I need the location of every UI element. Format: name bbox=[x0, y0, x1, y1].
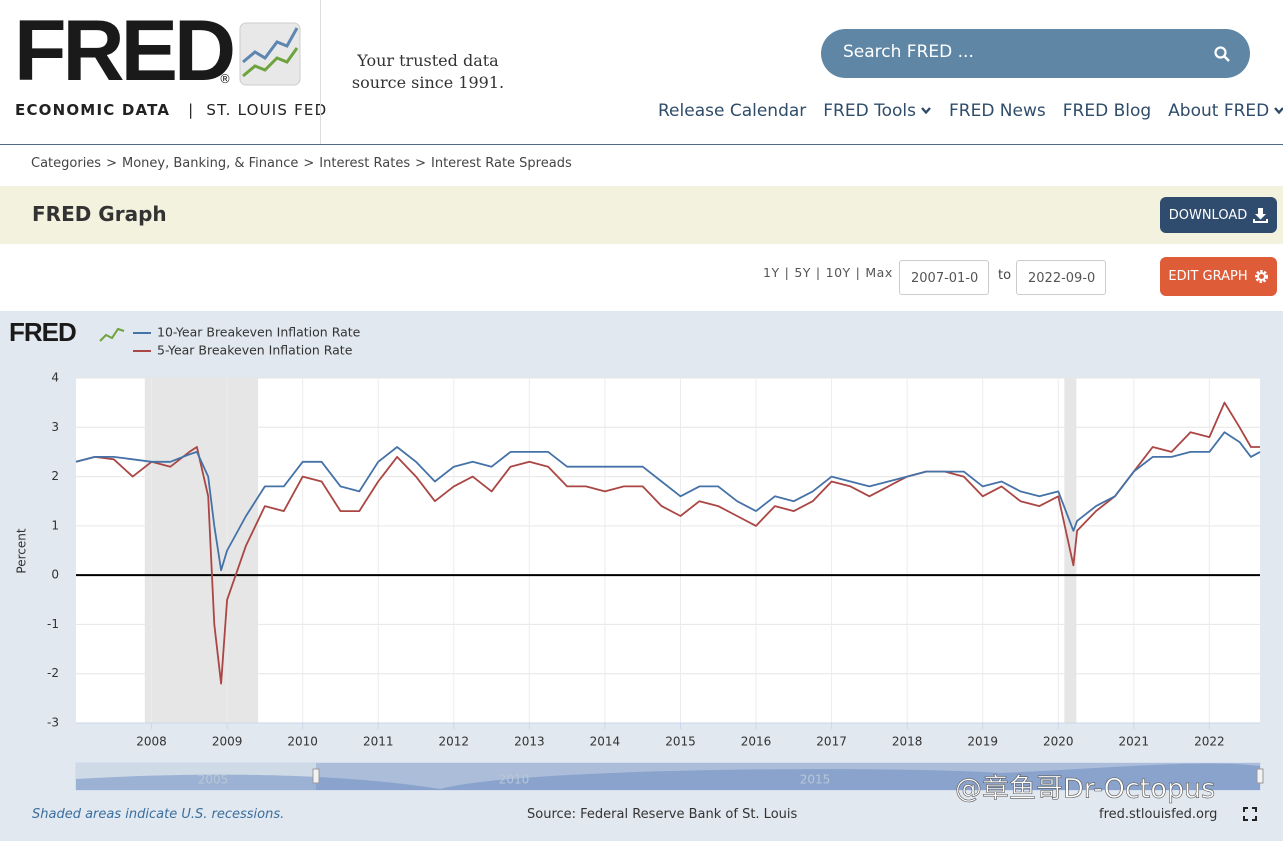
y-tick-label: 4 bbox=[51, 371, 59, 385]
breadcrumb: Categories > Money, Banking, & Finance > Int… bbox=[31, 156, 572, 171]
nav-label: About FRED bbox=[1168, 101, 1270, 121]
plot-background bbox=[76, 378, 1260, 723]
nav-label: FRED Blog bbox=[1062, 101, 1152, 121]
navigator-selection bbox=[316, 763, 1260, 790]
source: Source: Federal Reserve Bank of St. Loui… bbox=[527, 807, 798, 822]
search-placeholder: Search FRED ... bbox=[843, 42, 974, 62]
line-series bbox=[75, 401, 1260, 685]
navigator-label: 2010 bbox=[499, 773, 530, 787]
breadcrumb-item[interactable]: Interest Rates bbox=[319, 156, 411, 171]
download-button[interactable]: DOWNLOAD bbox=[1160, 197, 1277, 233]
divider bbox=[320, 0, 321, 144]
graph-title: FRED Graph bbox=[32, 202, 167, 226]
breadcrumb-item[interactable]: Categories bbox=[31, 156, 102, 171]
download-icon bbox=[1253, 207, 1269, 223]
title-bar bbox=[0, 186, 1283, 244]
header-border bbox=[0, 144, 1283, 145]
x-tick-label: 2022 bbox=[1194, 735, 1225, 749]
site-link[interactable]: fred.stlouisfed.org bbox=[1099, 807, 1218, 822]
breadcrumb-separator: > bbox=[106, 156, 117, 171]
range-separator: | bbox=[855, 265, 861, 280]
x-tick-label: 2021 bbox=[1119, 735, 1150, 749]
x-tick-label: 2008 bbox=[136, 735, 167, 749]
breadcrumb-separator: > bbox=[415, 156, 426, 171]
nav-item[interactable]: FRED News bbox=[949, 101, 1046, 121]
y-tick-label: 3 bbox=[51, 420, 59, 434]
breadcrumb-item[interactable]: Money, Banking, & Finance bbox=[121, 156, 299, 171]
x-tick-label: 2017 bbox=[816, 735, 847, 749]
fullscreen-icon[interactable] bbox=[1243, 807, 1257, 821]
x-tick-label: 2020 bbox=[1043, 735, 1074, 749]
range-button[interactable]: Max bbox=[865, 265, 893, 280]
chart-logo-icon bbox=[99, 327, 125, 342]
nav-label: FRED Tools bbox=[823, 101, 916, 121]
x-tick-label: 2013 bbox=[514, 735, 545, 749]
line-series bbox=[75, 431, 1261, 572]
range-button[interactable]: 5Y bbox=[794, 265, 811, 280]
x-tick-label: 2012 bbox=[439, 735, 470, 749]
nav-item[interactable]: FRED Tools bbox=[823, 101, 932, 121]
logo-divider: | bbox=[188, 101, 195, 119]
registered-mark: ® bbox=[219, 72, 231, 86]
edit-label: EDIT GRAPH bbox=[1168, 269, 1248, 284]
nav: Release Calendar FRED Tools FRED News FRED … bbox=[658, 101, 1283, 121]
nav-item[interactable]: Release Calendar bbox=[658, 101, 806, 121]
download-label: DOWNLOAD bbox=[1168, 207, 1248, 223]
range-separator: | bbox=[815, 265, 821, 280]
y-tick-label: -3 bbox=[47, 716, 59, 730]
range-selector: 1Y | 5Y | 10Y | Max bbox=[763, 265, 893, 280]
range-button[interactable]: 10Y bbox=[825, 265, 851, 280]
navigator-label: 2015 bbox=[800, 773, 831, 787]
x-tick-label: 2009 bbox=[212, 735, 243, 749]
navigator-label: 2005 bbox=[198, 773, 229, 787]
logo-subtitle: ECONOMIC DATA | ST. LOUIS FED bbox=[15, 101, 327, 119]
tagline: Your trusted data source since 1991. bbox=[351, 51, 505, 92]
search-icon[interactable] bbox=[1214, 46, 1230, 62]
legend-label: 5-Year Breakeven Inflation Rate bbox=[157, 343, 353, 358]
logo[interactable]: FRED bbox=[14, 3, 236, 99]
recession-note: Shaded areas indicate U.S. recessions. bbox=[32, 807, 285, 822]
x-tick-label: 2014 bbox=[590, 735, 621, 749]
chart: FRED Percent -3 -2 -1 0 1 2 3 4 2008 2009 2010 2011… bbox=[9, 317, 1264, 821]
search-box[interactable]: Search FRED ... bbox=[821, 29, 1250, 78]
logo-sub-right: ST. LOUIS FED bbox=[206, 101, 328, 119]
watermark: @章鱼哥Dr-Octopus bbox=[955, 774, 1215, 805]
range-button[interactable]: 1Y bbox=[763, 265, 780, 280]
x-tick-label: 2010 bbox=[287, 735, 318, 749]
end-date[interactable]: 2022-09-0 bbox=[1016, 260, 1106, 295]
breadcrumb-item[interactable]: Interest Rate Spreads bbox=[431, 156, 572, 171]
legend-label: 10-Year Breakeven Inflation Rate bbox=[157, 325, 361, 340]
navigator-handle[interactable] bbox=[312, 768, 320, 784]
chevron bbox=[921, 107, 931, 115]
nav-item[interactable]: FRED Blog bbox=[1063, 101, 1151, 121]
nav-label: FRED News bbox=[948, 101, 1046, 121]
nav-label: Release Calendar bbox=[658, 101, 807, 121]
x-tick-label: 2018 bbox=[892, 735, 923, 749]
x-tick-label: 2015 bbox=[665, 735, 696, 749]
edit-graph-button[interactable]: EDIT GRAPH bbox=[1160, 257, 1277, 296]
to-label: to bbox=[998, 268, 1012, 283]
y-tick-label: 1 bbox=[51, 518, 59, 532]
y-axis-label: Percent bbox=[15, 528, 29, 573]
navigator-handle[interactable] bbox=[1256, 768, 1264, 784]
logo-sub-left: ECONOMIC DATA bbox=[15, 101, 171, 119]
nav-item[interactable]: About FRED bbox=[1168, 101, 1283, 121]
y-tick-label: 0 bbox=[51, 568, 59, 582]
y-tick-label: 2 bbox=[51, 469, 59, 483]
logo-icon bbox=[239, 22, 301, 86]
x-tick-label: 2011 bbox=[363, 735, 394, 749]
y-tick-label: -1 bbox=[47, 617, 59, 631]
gear-icon bbox=[1254, 270, 1268, 283]
chevron bbox=[1274, 107, 1283, 115]
range-separator: | bbox=[784, 265, 790, 280]
x-tick-label: 2019 bbox=[967, 735, 998, 749]
y-tick-label: -2 bbox=[47, 666, 59, 680]
x-tick-label: 2016 bbox=[741, 735, 772, 749]
recession-band bbox=[144, 378, 259, 723]
start-date[interactable]: 2007-01-0 bbox=[899, 260, 989, 295]
breadcrumb-separator: > bbox=[303, 156, 315, 171]
navigator-area bbox=[76, 763, 1260, 790]
chart-logo: FRED bbox=[9, 317, 76, 347]
